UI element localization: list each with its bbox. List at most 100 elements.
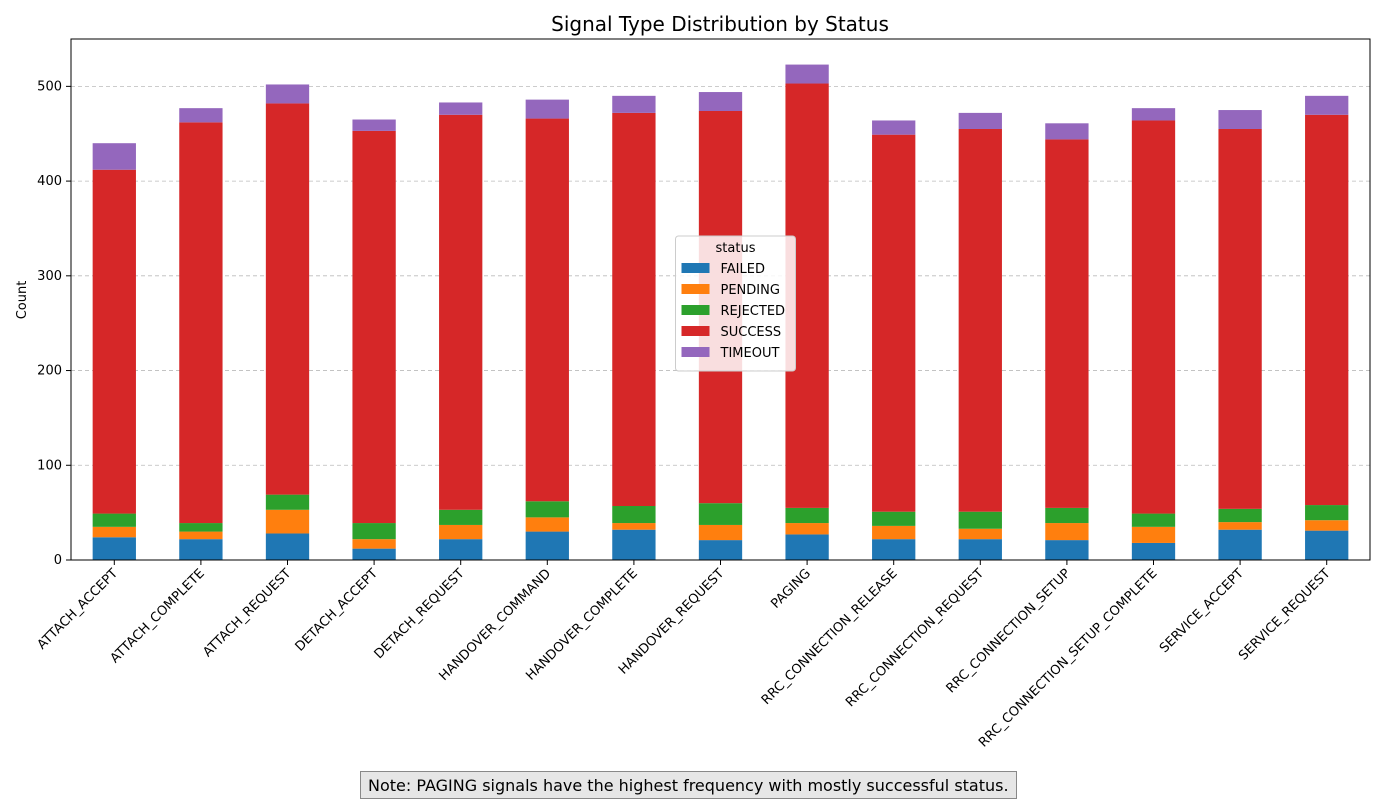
bar-segment <box>525 501 569 518</box>
bar-segment <box>785 64 829 84</box>
bar-segment <box>1305 95 1349 115</box>
y-tick-label: 100 <box>37 458 62 473</box>
legend-swatch <box>681 284 710 294</box>
bar-segment <box>698 92 743 111</box>
bar-segment <box>1045 123 1089 140</box>
bar-segment <box>179 531 223 540</box>
x-tick-label: PAGING <box>768 566 814 612</box>
bar-segment <box>265 103 310 495</box>
bar-segment <box>352 119 396 131</box>
legend: status FAILED PENDING REJECTED SUCCESS TIMEOU… <box>675 235 796 372</box>
bar-segment <box>872 120 916 135</box>
bar-segment <box>1131 542 1176 560</box>
legend-swatch <box>681 263 710 273</box>
bar-segment <box>1305 520 1349 531</box>
legend-swatch <box>681 305 710 315</box>
y-tick-label: 500 <box>37 79 62 94</box>
x-tick-label: RRC_CONNECTION_REQUEST <box>843 566 987 710</box>
bar-segment <box>1305 505 1349 521</box>
x-tick-label: ATTACH_REQUEST <box>200 566 294 660</box>
bar-segment <box>265 84 310 104</box>
x-tick-label: DETACH_ACCEPT <box>293 566 381 654</box>
bar-segment <box>439 509 483 525</box>
bar-segment <box>698 540 743 560</box>
bar-segment <box>92 143 136 170</box>
y-tick-label: 200 <box>37 364 62 379</box>
bar-segment <box>439 114 483 510</box>
bar-segment <box>1218 128 1262 509</box>
bar-segment <box>872 134 916 512</box>
x-tick-label: SERVICE_ACCEPT <box>1157 566 1247 656</box>
x-tick-label: SERVICE_REQUEST <box>1236 566 1333 663</box>
legend-label: FAILED <box>721 262 765 277</box>
bar-segment <box>1218 110 1262 129</box>
bar-segment <box>785 507 829 524</box>
bar-segment <box>525 517 569 532</box>
y-tick-label: 300 <box>37 269 62 284</box>
bar-segment <box>265 494 310 510</box>
bar-segment <box>1045 540 1089 560</box>
bar-segment <box>612 95 656 113</box>
bar-segment <box>1045 523 1089 541</box>
bar-segment <box>1218 529 1262 560</box>
plot-frame <box>70 38 1371 561</box>
bar-segment <box>265 509 310 534</box>
bar-segment <box>352 130 396 524</box>
bar-segment <box>785 523 829 535</box>
bar-segment <box>698 524 743 541</box>
x-tick-label: RRC_CONNECTION_SETUP_COMPLETE <box>976 566 1160 750</box>
bar-segment <box>1131 526 1176 543</box>
x-tick-label: ATTACH_COMPLETE <box>108 566 208 666</box>
bar-segment <box>525 118 569 502</box>
bar-segment <box>352 523 396 540</box>
bar-segment <box>179 523 223 532</box>
bar-segment <box>1131 513 1176 527</box>
bar-segment <box>958 528 1002 540</box>
note: Note: PAGING signals have the highest fr… <box>360 771 1017 799</box>
bar-segment <box>958 128 1002 512</box>
bar-segment <box>352 548 396 560</box>
y-tick-label: 0 <box>54 553 62 568</box>
bar-segment <box>1045 139 1089 508</box>
bar-segment <box>872 511 916 526</box>
bar-segment <box>958 511 1002 529</box>
legend-swatch <box>681 347 710 357</box>
bar-segment <box>1305 530 1349 560</box>
bar-segment <box>92 537 136 560</box>
bar-segment <box>265 533 310 560</box>
bar-segment <box>439 539 483 560</box>
x-tick-label: DETACH_REQUEST <box>372 566 468 662</box>
legend-label: SUCCESS <box>721 325 782 340</box>
bar-segment <box>1131 120 1176 514</box>
bar-segment <box>1218 508 1262 523</box>
bar-segment <box>612 506 656 524</box>
bar-segment <box>612 523 656 530</box>
bar-segment <box>525 99 569 119</box>
bar-segment <box>872 539 916 560</box>
bar-segment <box>179 122 223 524</box>
legend-label: TIMEOUT <box>720 346 780 361</box>
y-tick-label: 400 <box>37 174 62 189</box>
y-axis-label: Count <box>15 281 30 320</box>
bar-segment <box>179 539 223 560</box>
bar-segment <box>612 112 656 507</box>
bar-segment <box>352 539 396 549</box>
legend-swatch <box>681 326 710 336</box>
bar-segment <box>785 534 829 560</box>
bar-segment <box>1305 114 1349 506</box>
legend-label: PENDING <box>721 283 780 298</box>
bar-segment <box>612 529 656 560</box>
bar-segment <box>1218 522 1262 530</box>
bar-segment <box>439 102 483 115</box>
bar-segment <box>958 539 1002 560</box>
legend-title: status <box>716 241 756 256</box>
legend-label: REJECTED <box>721 304 786 319</box>
bar-segment <box>179 108 223 123</box>
chart-title: Signal Type Distribution by Status <box>551 12 889 36</box>
bar-segment <box>1131 108 1176 121</box>
bar-segment <box>525 531 569 560</box>
x-tick-label: ATTACH_ACCEPT <box>35 566 122 653</box>
bar-segment <box>698 503 743 525</box>
